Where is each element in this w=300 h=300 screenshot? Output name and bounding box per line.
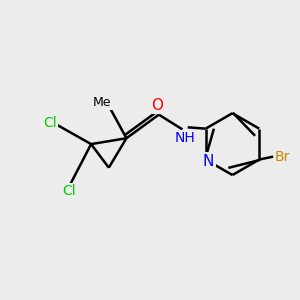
Text: NH: NH bbox=[174, 130, 195, 145]
Text: N: N bbox=[203, 154, 214, 169]
Text: O: O bbox=[152, 98, 164, 113]
Text: Cl: Cl bbox=[43, 116, 57, 130]
Text: Me: Me bbox=[93, 96, 112, 110]
Text: Cl: Cl bbox=[62, 184, 76, 198]
Text: Br: Br bbox=[275, 150, 290, 164]
